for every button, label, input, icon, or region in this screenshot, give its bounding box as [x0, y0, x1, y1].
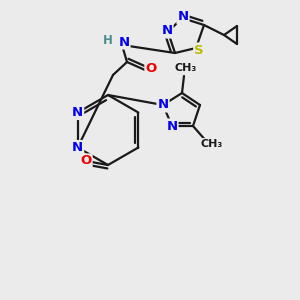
Text: S: S — [194, 44, 204, 56]
Text: O: O — [80, 154, 92, 167]
Text: N: N — [161, 25, 172, 38]
Text: N: N — [177, 11, 189, 23]
Text: CH₃: CH₃ — [175, 63, 197, 73]
Text: N: N — [72, 141, 83, 154]
Text: N: N — [72, 106, 83, 119]
Text: N: N — [118, 35, 130, 49]
Text: H: H — [103, 34, 113, 46]
Text: CH₃: CH₃ — [201, 139, 223, 149]
Text: N: N — [158, 98, 169, 112]
Text: O: O — [146, 62, 157, 76]
Text: N: N — [167, 119, 178, 133]
